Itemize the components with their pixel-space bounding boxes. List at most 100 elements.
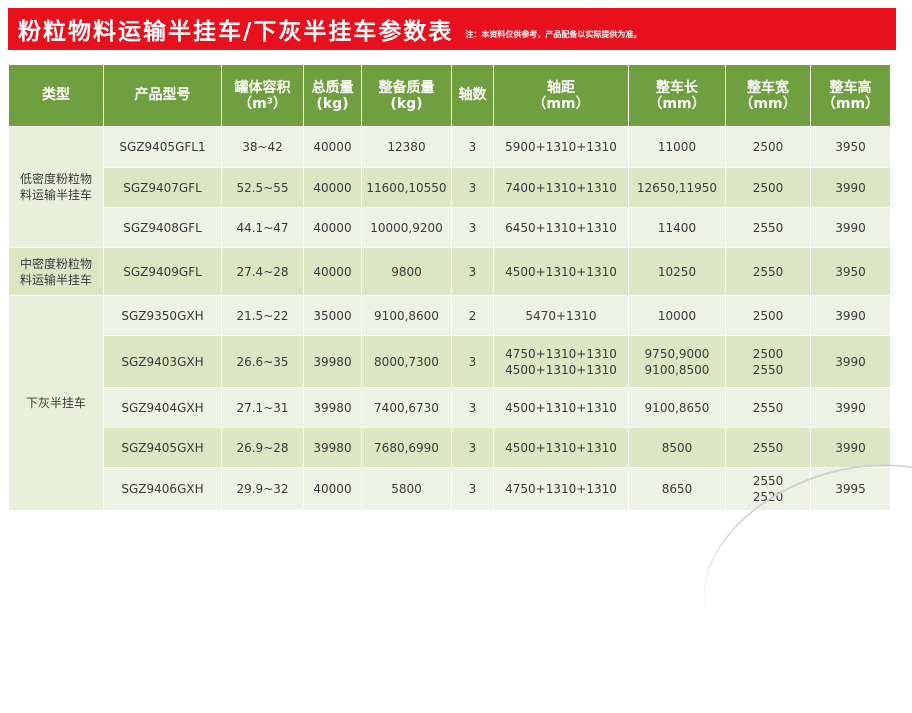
type-mid-density: 中密度粉粒物 料运输半挂车: [8, 247, 104, 296]
table-row: SGZ9408GFL 44.1~47 40000 10000,9200 3 64…: [9, 207, 891, 248]
table-row: SGZ9406GXH 29.9~32 40000 5800 3 4750+131…: [9, 467, 891, 511]
cell-height: 3990: [810, 167, 891, 208]
cell-curb: 9100,8600: [361, 295, 452, 336]
cell-width: 2550 2520: [725, 467, 811, 511]
header-height: 整车高 （mm）: [810, 64, 891, 127]
cell-length: 12650,11950: [628, 167, 726, 208]
cell-gross: 40000: [303, 167, 362, 208]
cell-curb: 5800: [361, 467, 452, 511]
cell-volume: 27.4~28: [221, 247, 304, 296]
cell-length: 11000: [628, 126, 726, 168]
cell-wheelbase: 5470+1310: [493, 295, 629, 336]
cell-length: 10000: [628, 295, 726, 336]
cell-width: 2500: [725, 126, 811, 168]
cell-length: 9750,9000 9100,8500: [628, 335, 726, 388]
cell-length: 9100,8650: [628, 387, 726, 428]
type-ash-unloading: 下灰半挂车: [8, 295, 104, 511]
cell-gross: 39980: [303, 335, 362, 388]
cell-axles: 3: [451, 427, 494, 468]
cell-model: SGZ9405GXH: [103, 427, 222, 468]
cell-wheelbase: 6450+1310+1310: [493, 207, 629, 248]
cell-width: 2550: [725, 427, 811, 468]
cell-volume: 44.1~47: [221, 207, 304, 248]
cell-curb: 7400,6730: [361, 387, 452, 428]
cell-model: SGZ9406GXH: [103, 467, 222, 511]
header-wheelbase: 轴距 （mm）: [493, 64, 629, 127]
cell-width: 2500 2550: [725, 335, 811, 388]
cell-height: 3990: [810, 295, 891, 336]
cell-model: SGZ9350GXH: [103, 295, 222, 336]
cell-volume: 29.9~32: [221, 467, 304, 511]
header-model: 产品型号: [103, 64, 222, 127]
table-row: SGZ9403GXH 26.6~35 39980 8000,7300 3 475…: [9, 335, 891, 388]
cell-wheelbase: 7400+1310+1310: [493, 167, 629, 208]
cell-wheelbase: 4500+1310+1310: [493, 387, 629, 428]
cell-length: 10250: [628, 247, 726, 296]
cell-width: 2500: [725, 167, 811, 208]
cell-wheelbase: 4750+1310+1310 4500+1310+1310: [493, 335, 629, 388]
cell-curb: 12380: [361, 126, 452, 168]
cell-gross: 40000: [303, 126, 362, 168]
cell-height: 3950: [810, 247, 891, 296]
cell-width: 2550: [725, 387, 811, 428]
cell-gross: 40000: [303, 207, 362, 248]
cell-gross: 40000: [303, 247, 362, 296]
cell-gross: 39980: [303, 387, 362, 428]
table-row: 中密度粉粒物 料运输半挂车 SGZ9409GFL 27.4~28 40000 98…: [8, 247, 891, 296]
cell-model: SGZ9403GXH: [103, 335, 222, 388]
table-row: SGZ9405GXH 26.9~28 39980 7680,6990 3 450…: [9, 427, 891, 468]
cell-width: 2550: [725, 207, 811, 248]
cell-volume: 26.9~28: [221, 427, 304, 468]
cell-wheelbase: 4500+1310+1310: [493, 427, 629, 468]
spec-table: 类型 产品型号 罐体容积 （m³） 总质量 (kg) 整备质量 (kg) 轴数 轴距（…: [8, 64, 891, 511]
cell-volume: 38~42: [221, 126, 304, 168]
cell-model: SGZ9405GFL1: [103, 126, 222, 168]
cell-axles: 3: [451, 387, 494, 428]
cell-volume: 26.6~35: [221, 335, 304, 388]
cell-axles: 3: [451, 207, 494, 248]
table-row: SGZ9404GXH 27.1~31 39980 7400,6730 3 450…: [9, 387, 891, 428]
cell-volume: 27.1~31: [221, 387, 304, 428]
cell-length: 8500: [628, 427, 726, 468]
cell-length: 8650: [628, 467, 726, 511]
cell-gross: 39980: [303, 427, 362, 468]
disclaimer-note: 注：本资料仅供参考，产品配备以实际提供为准。: [465, 29, 642, 39]
header-length: 整车长 （mm）: [628, 64, 726, 127]
cell-curb: 10000,9200: [361, 207, 452, 248]
table-row: 下灰半挂车 SGZ9350GXH 21.5~22 35000 9100,8600…: [8, 295, 891, 511]
cell-model: SGZ9409GFL: [103, 247, 222, 296]
cell-curb: 9800: [361, 247, 452, 296]
cell-wheelbase: 5900+1310+1310: [493, 126, 629, 168]
cell-curb: 11600,10550: [361, 167, 452, 208]
header-type: 类型: [8, 64, 104, 127]
cell-axles: 3: [451, 467, 494, 511]
cell-gross: 35000: [303, 295, 362, 336]
cell-model: SGZ9408GFL: [103, 207, 222, 248]
cell-length: 11400: [628, 207, 726, 248]
cell-height: 3950: [810, 126, 891, 168]
cell-model: SGZ9407GFL: [103, 167, 222, 208]
header-curb: 整备质量 (kg): [361, 64, 452, 127]
cell-axles: 3: [451, 247, 494, 296]
cell-curb: 8000,7300: [361, 335, 452, 388]
cell-height: 3995: [810, 467, 891, 511]
cell-gross: 40000: [303, 467, 362, 511]
type-low-density: 低密度粉粒物 料运输半挂车: [8, 126, 104, 248]
header-gross: 总质量 (kg): [303, 64, 362, 127]
header-width: 整车宽 （mm）: [725, 64, 811, 127]
cell-curb: 7680,6990: [361, 427, 452, 468]
cell-wheelbase: 4500+1310+1310: [493, 247, 629, 296]
cell-axles: 3: [451, 335, 494, 388]
cell-axles: 3: [451, 167, 494, 208]
cell-model: SGZ9404GXH: [103, 387, 222, 428]
table-row: 低密度粉粒物 料运输半挂车 SGZ9405GFL1 38~42 40000 123…: [8, 126, 891, 248]
cell-wheelbase: 4750+1310+1310: [493, 467, 629, 511]
title-banner: 粉粒物料运输半挂车/下灰半挂车参数表 注：本资料仅供参考，产品配备以实际提供为准…: [8, 8, 896, 50]
header-row: 类型 产品型号 罐体容积 （m³） 总质量 (kg) 整备质量 (kg) 轴数 轴距（…: [8, 64, 891, 127]
cell-width: 2500: [725, 295, 811, 336]
cell-height: 3990: [810, 335, 891, 388]
cell-height: 3990: [810, 207, 891, 248]
cell-width: 2550: [725, 247, 811, 296]
table-row: SGZ9407GFL 52.5~55 40000 11600,10550 3 7…: [9, 167, 891, 208]
cell-axles: 3: [451, 126, 494, 168]
